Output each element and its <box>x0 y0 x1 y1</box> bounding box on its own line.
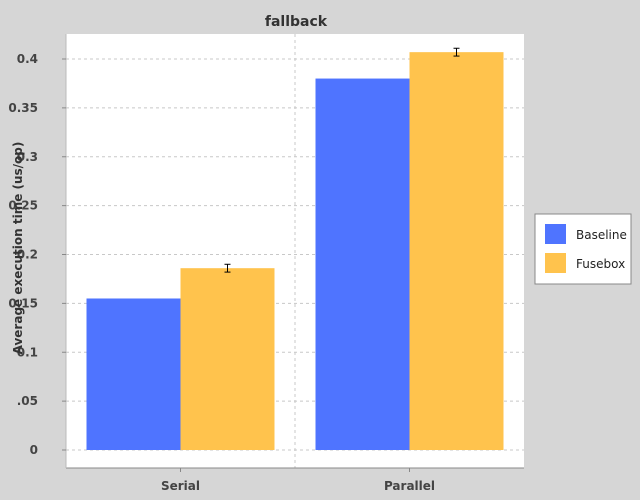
legend-swatch-fusebox <box>545 253 566 273</box>
y-tick-label: 0.3 <box>17 150 38 164</box>
y-tick-label: 0.4 <box>17 52 38 66</box>
y-tick-label: 0 <box>30 443 38 457</box>
y-tick-label: 0.2 <box>17 248 38 262</box>
x-tick-label-serial: Serial <box>161 479 200 493</box>
y-axis-ticks: 0 .05 0.1 0.15 0.2 0.25 0.3 0.35 0.4 <box>8 52 66 457</box>
legend-label-fusebox: Fusebox <box>576 257 625 271</box>
gridlines <box>66 34 524 468</box>
chart-title: fallback <box>265 14 328 30</box>
legend-label-baseline: Baseline <box>576 228 627 242</box>
x-axis-ticks: Serial Parallel <box>161 468 435 493</box>
bar-baseline-serial <box>86 298 181 450</box>
x-tick-label-parallel: Parallel <box>384 479 435 493</box>
y-tick-label: .05 <box>17 394 38 408</box>
y-tick-label: 0.15 <box>8 296 38 310</box>
y-tick-label: 0.25 <box>8 199 38 213</box>
bar-baseline-parallel <box>315 78 410 451</box>
y-tick-label: 0.1 <box>17 345 38 359</box>
bar-fusebox-serial <box>180 268 275 450</box>
legend: Baseline Fusebox <box>534 213 632 285</box>
bars <box>86 52 504 451</box>
y-axis-label: Average execution time (us/op) <box>11 142 25 355</box>
legend-swatch-baseline <box>545 224 566 244</box>
y-tick-label: 0.35 <box>8 101 38 115</box>
error-bars <box>224 47 460 273</box>
bar-fusebox-parallel <box>409 52 504 450</box>
